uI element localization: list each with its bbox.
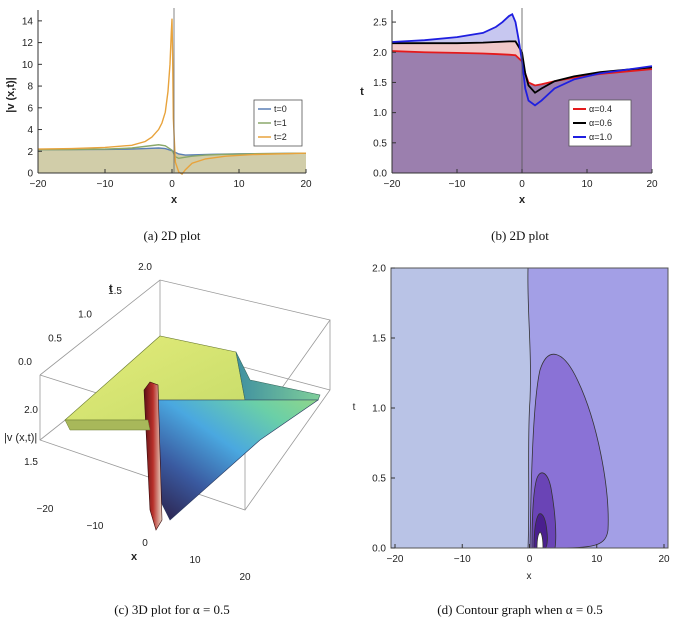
z-tick-label: 1.5 xyxy=(24,457,38,468)
x-tick-label: −20 xyxy=(37,504,54,515)
panel-d-y-label: t xyxy=(353,402,356,413)
surface-low-plane xyxy=(235,351,321,401)
y-tick-label: 2.0 xyxy=(372,264,386,275)
panel-b-x-ticks: −20 −10 0 10 20 xyxy=(384,169,658,190)
x-tick-label: 0 xyxy=(142,538,148,549)
x-tick-label: −10 xyxy=(449,179,466,190)
panel-b-legend: α=0.4 α=0.6 α=1.0 xyxy=(568,99,632,147)
t-tick-label: 0.5 xyxy=(48,333,62,344)
x-tick-label: 10 xyxy=(233,179,245,190)
legend-item-alpha-1.0: α=1.0 xyxy=(589,132,612,142)
x-tick-label: −10 xyxy=(454,554,471,565)
panel-a-x-label: x xyxy=(171,194,178,206)
panel-a-y-label: |v (x,t)| xyxy=(5,77,17,113)
panel-b-y-ticks: 0.0 0.5 1.0 1.5 2.0 2.5 xyxy=(373,18,396,180)
x-tick-label: 20 xyxy=(239,572,251,583)
y-tick-label: 10 xyxy=(22,60,34,71)
legend-item-t0: t=0 xyxy=(274,104,287,114)
panel-d-x-label: x xyxy=(527,571,532,582)
y-tick-label: 4 xyxy=(27,125,33,136)
legend-item-alpha-0.4: α=0.4 xyxy=(589,104,612,114)
y-tick-label: 0.5 xyxy=(372,474,386,485)
x-tick-label: 0 xyxy=(519,179,525,190)
series-line-t=2 xyxy=(37,18,307,176)
y-tick-label: 0.5 xyxy=(373,138,387,149)
panel-c-ticks: 0.0 0.5 1.0 1.5 2.0 −20 −10 0 10 20 1.5 2.0 xyxy=(18,262,251,583)
y-tick-label: 1.0 xyxy=(372,404,386,415)
panel-a-x-ticks: −20 −10 0 10 20 xyxy=(30,169,312,190)
x-tick-label: 10 xyxy=(591,554,603,565)
legend-item-t2: t=2 xyxy=(274,132,287,142)
y-tick-label: 12 xyxy=(22,38,34,49)
y-tick-label: 2.0 xyxy=(373,48,387,59)
y-tick-label: 14 xyxy=(22,16,34,27)
panel-d-x-ticks: −20 −10 0 10 20 xyxy=(387,544,670,565)
panel-a-legend: t=0 t=1 t=2 xyxy=(253,99,303,147)
surface-peak-wall xyxy=(143,381,163,531)
y-tick-label: 0.0 xyxy=(373,169,387,180)
panel-c-caption: (c) 3D plot for α = 0.5 xyxy=(114,602,230,617)
x-tick-label: −20 xyxy=(30,179,47,190)
z-tick-label: 2.0 xyxy=(24,405,38,416)
x-tick-label: −20 xyxy=(387,554,404,565)
t-tick-label: 1.5 xyxy=(108,286,122,297)
legend-item-t1: t=1 xyxy=(274,118,287,128)
t-tick-label: 2.0 xyxy=(138,262,152,273)
x-tick-label: 10 xyxy=(581,179,593,190)
surface-valley xyxy=(147,399,319,521)
panel-c-x-label: x xyxy=(131,551,138,563)
panel-d: −20 −10 0 10 20 0.0 0.5 1.0 1.5 2.0 x t (d) Cont… xyxy=(353,264,670,618)
contour-region-peak xyxy=(536,531,544,549)
panel-b: −20 −10 0 10 20 0.0 0.5 1.0 1.5 2.0 2.5 x t α=0.4… xyxy=(360,8,658,243)
panel-a-caption: (a) 2D plot xyxy=(143,228,200,243)
panel-a-plot-area xyxy=(37,18,307,176)
y-tick-label: 2.5 xyxy=(373,18,387,29)
panel-d-y-ticks: 0.0 0.5 1.0 1.5 2.0 xyxy=(372,264,395,555)
t-tick-label: 1.0 xyxy=(78,310,92,321)
panel-c: 0.0 0.5 1.0 1.5 2.0 −20 −10 0 10 20 1.5 2.0 t |v (x… xyxy=(4,262,331,617)
panel-d-caption: (d) Contour graph when α = 0.5 xyxy=(437,602,602,617)
x-tick-label: −10 xyxy=(97,179,114,190)
y-tick-label: 1.5 xyxy=(372,334,386,345)
y-tick-label: 2 xyxy=(27,147,33,158)
series-line-α=0.6 xyxy=(392,40,653,94)
x-tick-label: −10 xyxy=(87,521,104,532)
x-tick-label: −20 xyxy=(384,179,401,190)
y-tick-label: 1.0 xyxy=(373,108,387,119)
y-tick-label: 0 xyxy=(27,169,33,180)
panel-c-t-label: t xyxy=(109,283,113,295)
y-tick-label: 1.5 xyxy=(373,78,387,89)
series-line-α=1.0 xyxy=(391,12,653,107)
x-tick-label: 20 xyxy=(300,179,312,190)
x-tick-label: 20 xyxy=(646,179,658,190)
panel-b-y-label: t xyxy=(360,86,364,98)
x-tick-label: 20 xyxy=(658,554,670,565)
t-tick-label: 0.0 xyxy=(18,357,32,368)
y-tick-label: 6 xyxy=(27,103,33,114)
panel-b-x-label: x xyxy=(519,194,526,206)
x-tick-label: 10 xyxy=(189,555,201,566)
x-tick-label: 0 xyxy=(527,554,533,565)
y-tick-label: 8 xyxy=(27,82,33,93)
surface-front-edge xyxy=(64,419,151,431)
panel-a-y-ticks: 0 2 4 6 8 10 12 14 xyxy=(22,16,42,180)
y-tick-label: 0.0 xyxy=(372,544,386,555)
legend-item-alpha-0.6: α=0.6 xyxy=(589,118,612,128)
panel-b-caption: (b) 2D plot xyxy=(491,228,549,243)
panel-a: −20 −10 0 10 20 0 2 4 6 8 10 12 14 x |v (x,t)| t=0 … xyxy=(5,8,312,243)
panel-c-z-label: |v (x,t)| xyxy=(4,432,37,444)
x-tick-label: 0 xyxy=(169,179,175,190)
